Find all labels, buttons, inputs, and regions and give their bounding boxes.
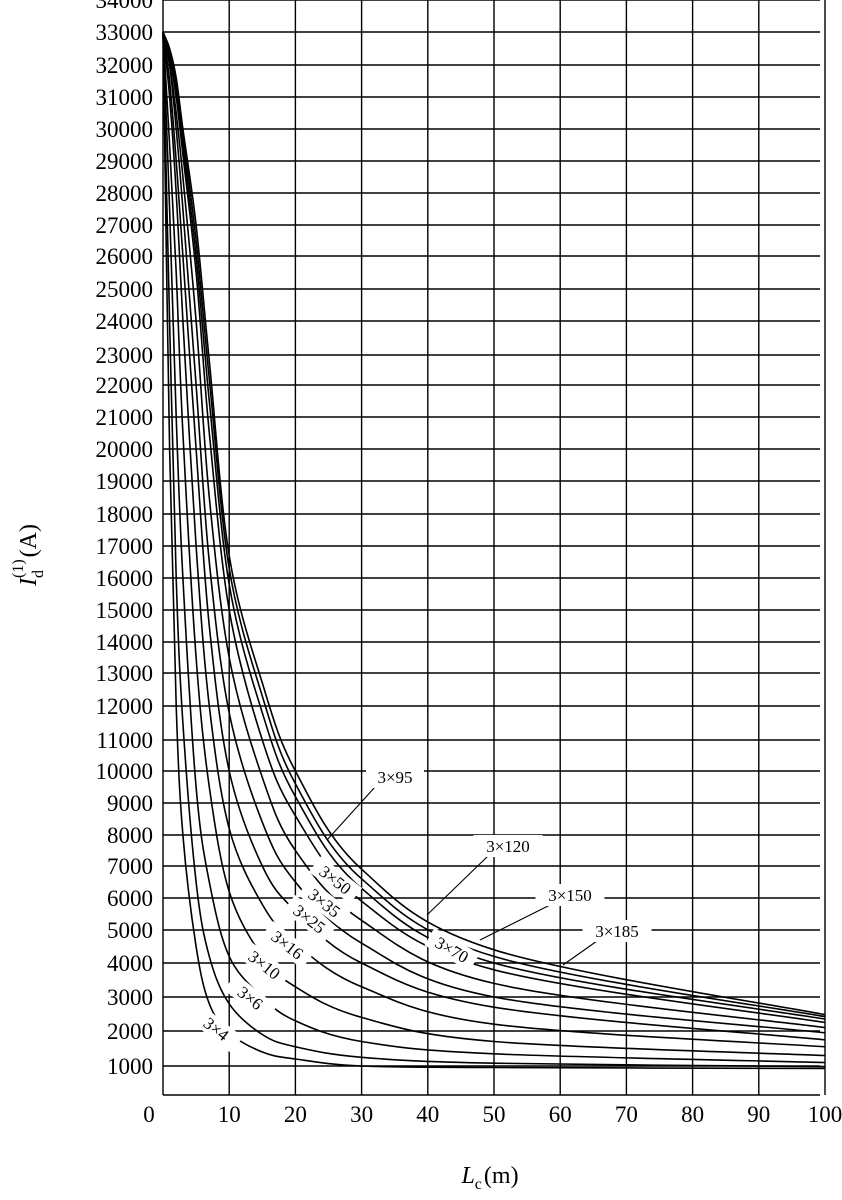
- series-label-bg-3x95: [366, 766, 424, 788]
- series-label-bg-3x120: [473, 835, 543, 857]
- y-tick-label-5000: 5000: [107, 918, 153, 943]
- series-label-bg-3x25: [282, 894, 337, 943]
- series-leader-3x150: [479, 904, 551, 941]
- x-tick-label-100: 100: [808, 1102, 842, 1127]
- y-tick-label-30000: 30000: [96, 117, 154, 142]
- x-tick-label-90: 90: [747, 1102, 770, 1127]
- y-tick-label-25000: 25000: [96, 277, 154, 302]
- y-tick-label-32000: 32000: [96, 53, 154, 78]
- y-tick-label-6000: 6000: [107, 886, 153, 911]
- y-tick-label-14000: 14000: [96, 630, 154, 655]
- series-label-3x95: 3×95: [377, 768, 412, 787]
- y-tick-label-13000: 13000: [96, 661, 154, 686]
- series-line-3x70: [162, 31, 826, 1029]
- y-axis-title-unit: (A): [16, 524, 42, 557]
- series-line-3x16: [162, 31, 826, 1057]
- y-tick-label-26000: 26000: [96, 244, 154, 269]
- x-axis-tick-labels: 0 10 20 30 40 50 60 70 80 90 100: [143, 1102, 842, 1127]
- y-axis-title-sup: (1): [10, 559, 27, 578]
- y-axis-tick-labels: 1000 2000 3000 4000 5000 6000 7000 8000 9000 1000…: [96, 0, 154, 1079]
- series-label-bg-3x10: [237, 940, 292, 989]
- x-tick-label-50: 50: [483, 1102, 506, 1127]
- y-tick-label-33000: 33000: [96, 20, 154, 45]
- series-label-bg-3x4: [189, 1004, 244, 1053]
- y-tick-label-29000: 29000: [96, 149, 154, 174]
- y-tick-label-22000: 22000: [96, 373, 154, 398]
- series-label-3x120: 3×120: [486, 837, 530, 856]
- series-label-bg-3x6: [223, 973, 278, 1022]
- y-tick-label-27000: 27000: [96, 213, 154, 238]
- y-axis-title: Id(1) (A): [10, 524, 47, 587]
- series-line-3x4: [162, 31, 826, 1070]
- y-tick-label-4000: 4000: [107, 951, 153, 976]
- x-axis-title-sub: c: [475, 1176, 482, 1193]
- series-label-bg-3x50: [308, 855, 363, 904]
- y-tick-label-31000: 31000: [96, 85, 154, 110]
- y-tick-label-23000: 23000: [96, 343, 154, 368]
- series-line-3x35: [162, 31, 826, 1041]
- series-line-3x6: [162, 31, 826, 1068]
- y-tick-label-34000: 34000: [96, 0, 154, 13]
- y-tick-label-7000: 7000: [107, 854, 153, 879]
- y-tick-label-21000: 21000: [96, 405, 154, 430]
- series-line-3x50: [162, 31, 826, 1034]
- series-label-bg-3x70: [424, 927, 480, 972]
- x-tick-label-30: 30: [350, 1102, 373, 1127]
- series-label-bg-3x150: [535, 884, 605, 906]
- y-tick-label-1000: 1000: [107, 1054, 153, 1079]
- x-tick-label-0: 0: [143, 1102, 155, 1127]
- x-axis-title-unit: (m): [484, 1163, 519, 1189]
- y-axis-title-main: I: [16, 577, 42, 587]
- y-tick-label-15000: 15000: [96, 598, 154, 623]
- y-tick-label-20000: 20000: [96, 437, 154, 462]
- series-label-3x185: 3×185: [595, 922, 639, 941]
- y-axis-title-sub: d: [30, 570, 47, 578]
- y-tick-label-28000: 28000: [96, 181, 154, 206]
- x-axis-title: Lc(m): [460, 1163, 518, 1193]
- x-tick-label-40: 40: [416, 1102, 439, 1127]
- series-label-bg-3x16: [260, 920, 315, 969]
- y-tick-label-10000: 10000: [96, 759, 154, 784]
- y-tick-label-3000: 3000: [107, 985, 153, 1010]
- x-tick-label-60: 60: [549, 1102, 572, 1127]
- y-tick-label-9000: 9000: [107, 791, 153, 816]
- series-line-3x185: [162, 31, 826, 1016]
- y-tick-label-2000: 2000: [107, 1019, 153, 1044]
- y-tick-label-19000: 19000: [96, 469, 154, 494]
- series-line-3x25: [162, 31, 826, 1048]
- x-tick-label-80: 80: [681, 1102, 704, 1127]
- series-curves: [162, 31, 826, 1070]
- grid: [162, 0, 826, 1096]
- x-tick-label-10: 10: [218, 1102, 241, 1127]
- x-tick-label-70: 70: [615, 1102, 638, 1127]
- y-tick-label-18000: 18000: [96, 502, 154, 527]
- y-tick-label-11000: 11000: [96, 728, 153, 753]
- series-leader-3x95: [326, 786, 376, 841]
- y-tick-label-17000: 17000: [96, 534, 154, 559]
- y-tick-label-16000: 16000: [96, 566, 154, 591]
- series-label-3x150: 3×150: [548, 886, 592, 905]
- x-tick-label-20: 20: [284, 1102, 307, 1127]
- y-tick-label-8000: 8000: [107, 823, 153, 848]
- y-tick-label-12000: 12000: [96, 694, 154, 719]
- y-tick-label-24000: 24000: [96, 309, 154, 334]
- series-line-3x10: [162, 31, 826, 1064]
- series-label-bg-3x35: [297, 878, 352, 927]
- x-axis-title-main: L: [460, 1163, 474, 1189]
- series-leader-3x120: [426, 855, 489, 916]
- series-leader-3x185: [562, 940, 598, 966]
- series-label-bg-3x185: [582, 920, 652, 942]
